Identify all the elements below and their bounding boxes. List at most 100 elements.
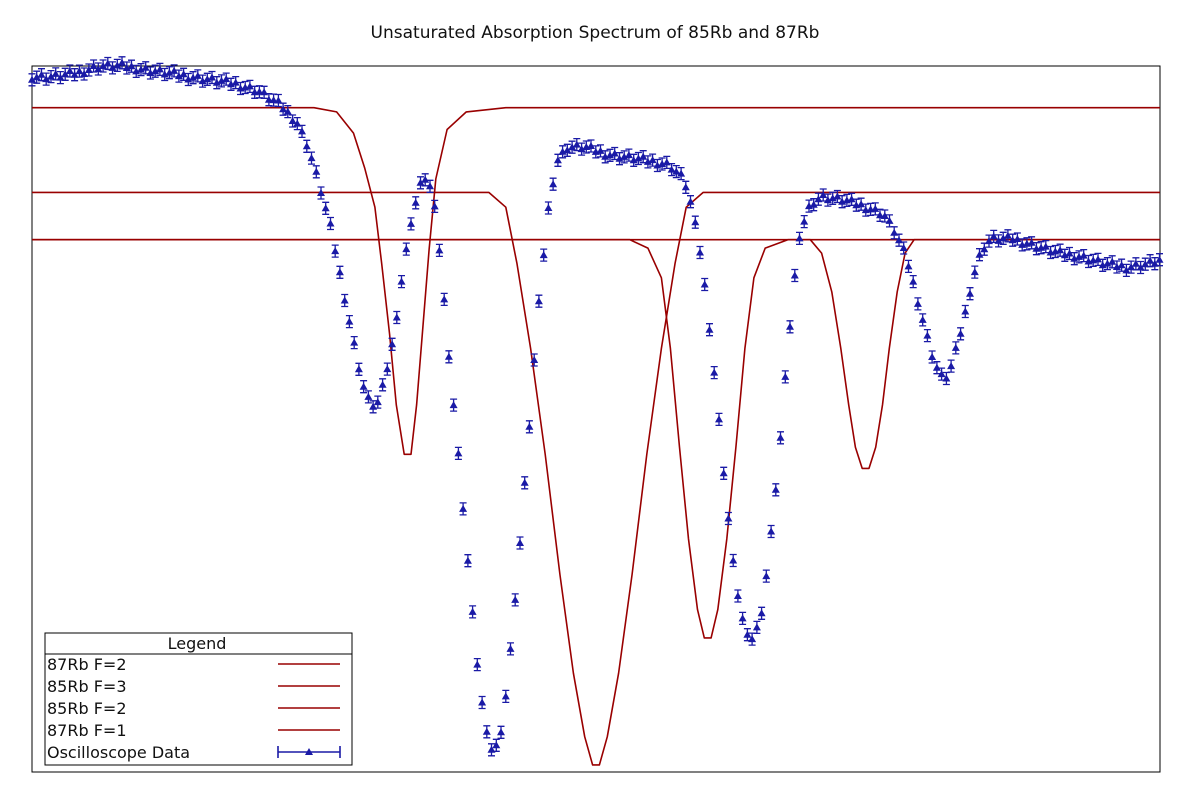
data-point [359,380,368,394]
data-point [28,73,36,87]
data-point [165,66,174,80]
data-point [752,620,761,635]
data-point [980,242,989,256]
legend-entry-87rb-f1: 87Rb F=1 [47,721,127,740]
data-point [364,390,373,404]
data-point [321,201,330,215]
data-point [416,176,425,190]
data-point [80,67,89,81]
data-point [492,738,501,752]
data-point [392,310,401,325]
data-point [312,165,321,179]
data-point [61,67,70,81]
data-point [525,420,534,434]
data-point [696,245,704,260]
data-point [549,177,558,191]
data-points-group [28,56,1164,757]
data-point [966,287,974,301]
data-point [383,362,392,376]
data-point [530,353,539,367]
data-point [459,502,468,516]
data-point [411,196,420,210]
data-point [1117,258,1126,272]
data-point [700,277,709,292]
data-point [672,164,681,179]
data-point [771,483,780,497]
data-point [757,606,766,620]
data-point [388,337,397,351]
chart-title: Unsaturated Absorption Spectrum of 85Rb … [371,23,820,43]
data-point [724,511,733,526]
data-point [331,244,340,258]
data-point [970,265,979,279]
legend-title: Legend [168,634,227,653]
data-point [47,69,55,84]
data-point [317,186,325,200]
data-point [274,93,283,108]
data-point [762,569,771,583]
data-point [283,104,292,119]
data-point [307,151,316,165]
fit-line-87rb-f-1 [32,238,1160,639]
data-point [497,725,505,739]
data-point [738,611,747,626]
data-point [449,398,458,412]
data-point [643,155,652,169]
data-point [1136,260,1145,275]
data-point [516,536,524,550]
fit-line-87rb-f-2 [32,106,1160,456]
data-point [577,142,586,156]
data-point [639,150,648,164]
data-point [587,139,595,153]
data-point [686,195,695,209]
data-point [909,274,918,289]
data-point [345,314,354,329]
data-point [1094,252,1102,267]
data-point [691,215,700,229]
data-point [1122,263,1131,278]
plot-frame [31,65,1161,773]
data-point [975,248,984,262]
data-point [786,320,794,334]
data-point [501,689,510,704]
data-point [615,152,624,166]
data-point [1103,256,1112,271]
data-point [729,553,738,568]
legend-swatch-oscilloscope-data [277,746,341,758]
data-point [298,124,306,139]
data-point [113,58,122,73]
data-point [610,146,619,161]
data-point [1112,260,1121,274]
data-point [776,431,785,445]
data-point [340,293,349,308]
data-point [520,476,529,490]
data-point [1041,239,1050,254]
data-point [198,74,207,88]
data-point [904,259,913,274]
data-point [84,63,93,77]
data-point [947,359,956,373]
data-point [75,64,84,78]
data-point [440,292,449,307]
data-point [828,191,837,205]
data-point [809,198,818,212]
data-point [634,151,643,166]
data-point [326,216,335,231]
data-point [629,153,638,167]
data-point [511,593,520,607]
data-point [122,61,131,75]
data-point [994,234,1003,248]
data-point [118,56,126,70]
data-point [189,71,198,85]
data-point [231,75,240,90]
data-point [137,62,145,77]
data-point [951,341,960,355]
data-point [1079,248,1088,263]
fit-lines-group [32,106,1160,766]
data-point [885,214,894,228]
data-point [705,323,714,337]
data-point [847,192,856,206]
legend-entry-85rb-f2: 85Rb F=2 [47,699,127,718]
data-point [478,695,487,710]
data-point [132,64,141,79]
